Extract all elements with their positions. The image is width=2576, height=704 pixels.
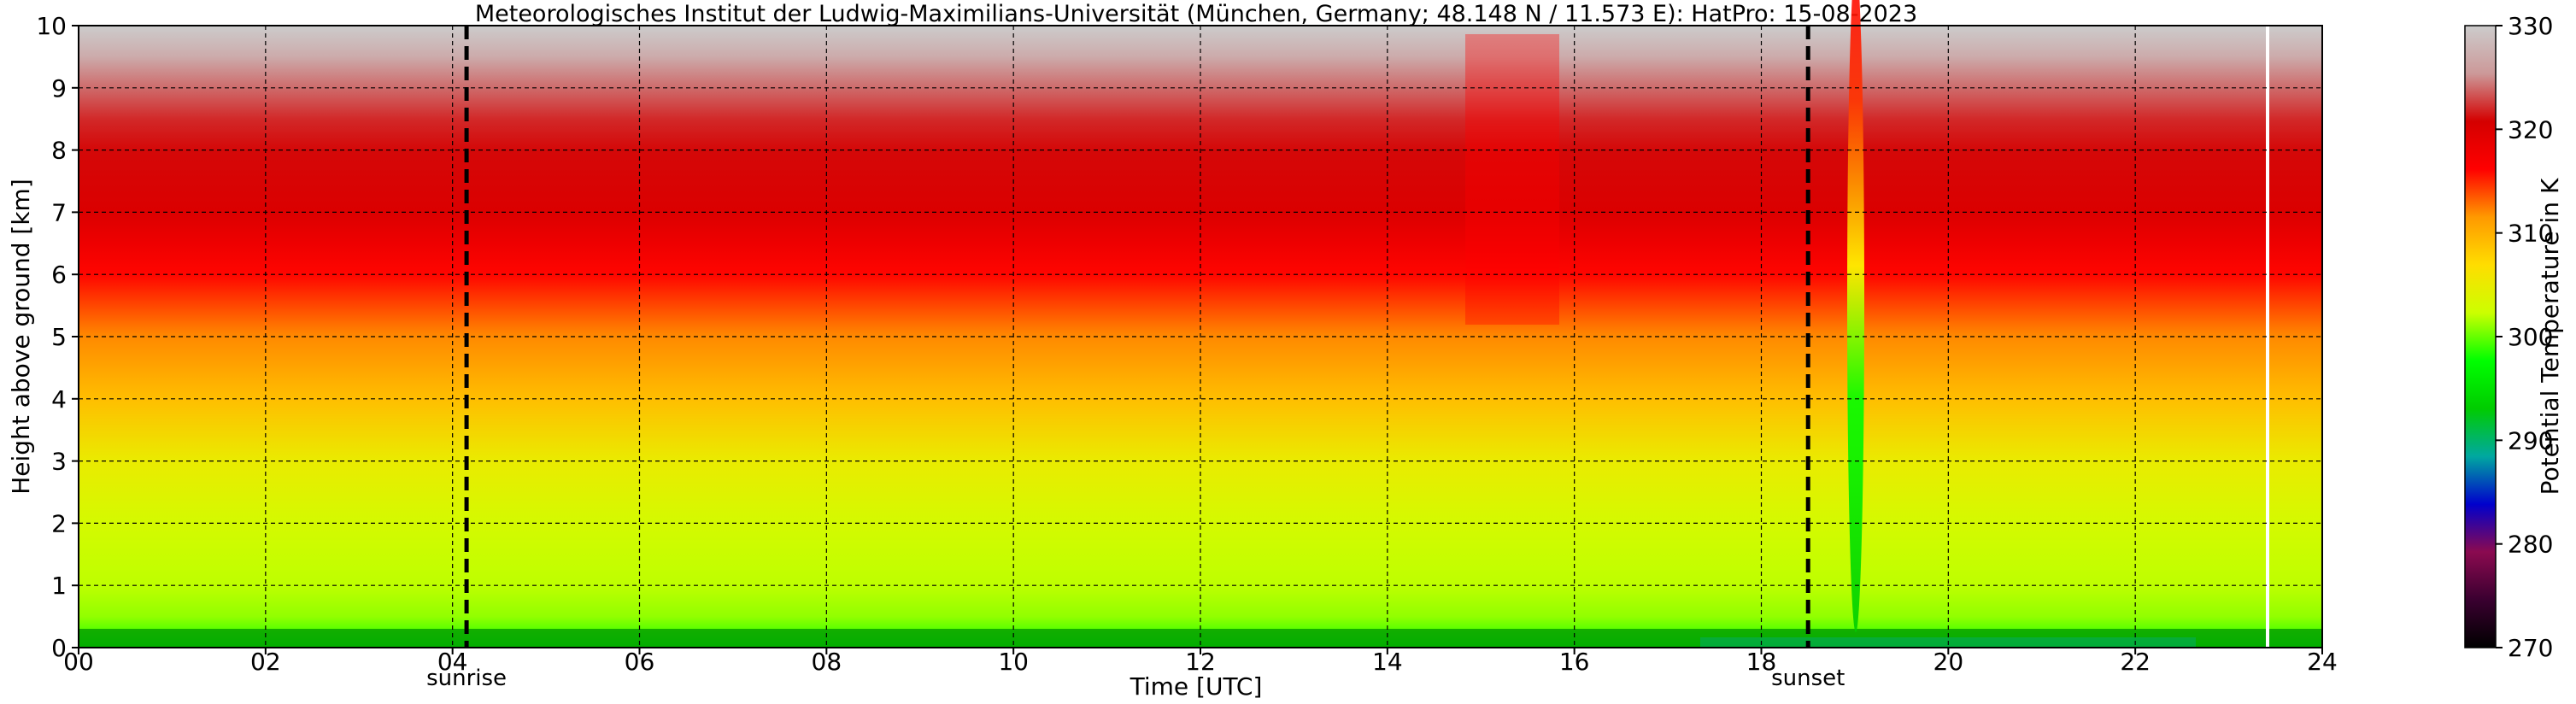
- sunset-label: sunset: [1771, 666, 1845, 691]
- colorbar-tick-label: 310: [2508, 220, 2553, 248]
- colorbar-tick-label: 320: [2508, 115, 2553, 144]
- event-labels: sunrise sunset: [426, 666, 1845, 691]
- afternoon-plume: [1465, 34, 1559, 325]
- plot-area: [78, 0, 2323, 648]
- y-tick-label: 7: [51, 198, 67, 226]
- data-gap: [2266, 26, 2269, 648]
- colorbar-tick-label: 290: [2508, 426, 2553, 455]
- y-tick-label: 4: [51, 385, 67, 414]
- y-tick-label: 9: [51, 74, 67, 103]
- sunrise-label: sunrise: [426, 666, 507, 691]
- y-tick-label: 1: [51, 572, 67, 600]
- x-tick-label: 24: [2307, 648, 2338, 676]
- grid: [79, 26, 2322, 648]
- x-tick-label: 14: [1372, 648, 1403, 676]
- colorbar-gradient: [2465, 26, 2496, 648]
- x-tick-label: 16: [1559, 648, 1590, 676]
- colorbar: 270 280 290 300 310 320 330 Potential Temperat…: [2464, 12, 2564, 662]
- x-axis-label: Time [UTC]: [1130, 672, 1263, 701]
- chart-title: Meteorologisches Institut der Ludwig-Max…: [475, 1, 1917, 27]
- y-tick-label: 0: [51, 634, 67, 662]
- x-tick-label: 06: [625, 648, 655, 676]
- colorbar-ticks: 270 280 290 300 310 320 330: [2496, 12, 2553, 662]
- colorbar-tick-label: 280: [2508, 531, 2553, 559]
- convective-plume: [1847, 0, 1864, 632]
- y-tick-label: 3: [51, 448, 67, 476]
- event-lines: [464, 26, 1810, 648]
- y-axis-ticks: 0 1 2 3 4 5 6 7 8 9 10: [36, 12, 79, 662]
- x-tick-label: 02: [250, 648, 281, 676]
- y-tick-label: 10: [36, 12, 67, 40]
- x-axis-ticks: 00 02 04 06 08 10 12 14 16 18 20 22 24: [63, 648, 2338, 676]
- y-tick-label: 2: [51, 509, 67, 537]
- x-tick-label: 18: [1746, 648, 1777, 676]
- colorbar-tick-label: 330: [2508, 12, 2553, 40]
- y-axis-label: Height above ground [km]: [7, 179, 35, 495]
- x-tick-label: 10: [998, 648, 1029, 676]
- colorbar-tick-label: 270: [2508, 634, 2553, 662]
- y-tick-label: 6: [51, 261, 67, 289]
- x-tick-label: 22: [2120, 648, 2151, 676]
- x-tick-label: 12: [1185, 648, 1216, 676]
- x-tick-label: 20: [1933, 648, 1964, 676]
- colorbar-label: Potential Temperature in K: [2536, 178, 2564, 495]
- x-tick-label: 04: [437, 648, 468, 676]
- y-tick-label: 5: [51, 323, 67, 351]
- x-tick-label: 00: [63, 648, 94, 676]
- x-tick-label: 08: [812, 648, 842, 676]
- colorbar-tick-label: 300: [2508, 323, 2553, 351]
- y-tick-label: 8: [51, 137, 67, 165]
